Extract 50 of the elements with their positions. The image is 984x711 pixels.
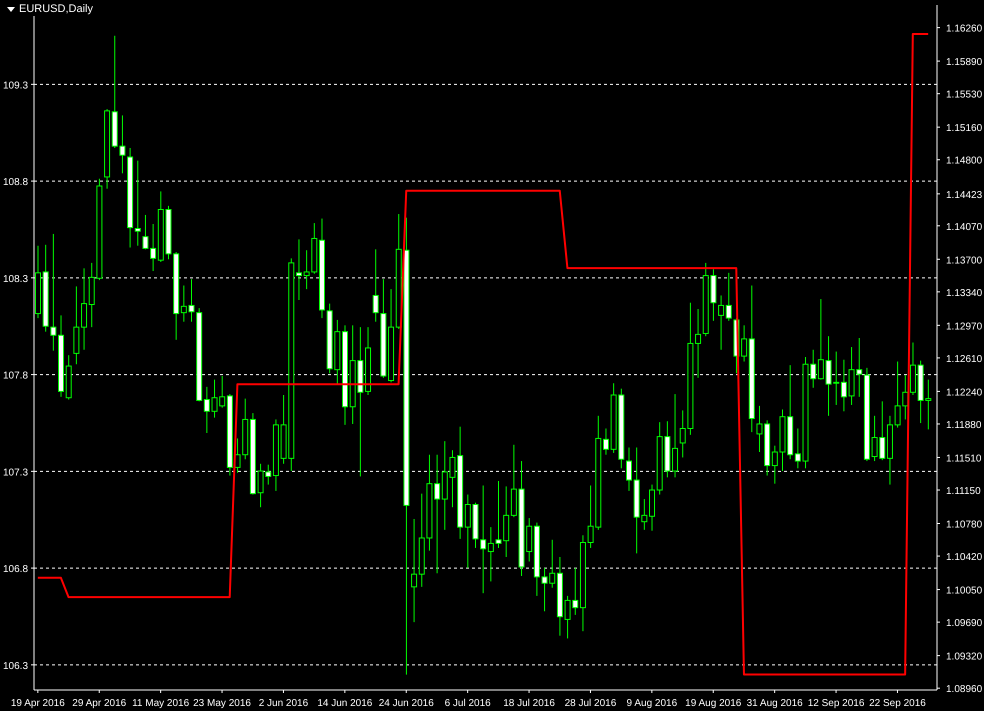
- y-tick-label: 1.09690: [946, 618, 983, 630]
- x-tick-label: 28 Jul 2016: [564, 698, 617, 709]
- y-tick-label: 1.10050: [946, 586, 983, 597]
- x-tick-label: 22 Sep 2016: [869, 698, 926, 709]
- y-tick-label: 1.13700: [946, 255, 983, 266]
- y-tick-label: 1.15890: [946, 57, 983, 68]
- y-tick-label: 1.11150: [946, 486, 982, 498]
- y2-tick-label: 108.8: [3, 177, 28, 188]
- y-tick-label: 1.13340: [946, 288, 983, 299]
- line-series: [36, 33, 930, 676]
- x-tick-label: 29 Apr 2016: [72, 698, 127, 709]
- candlestick: [618, 388, 624, 469]
- x-tick-label: 19 Apr 2016: [10, 698, 66, 709]
- y-tick-label: 1.12240: [946, 387, 983, 398]
- y2-tick-label: 107.3: [3, 467, 28, 478]
- y-tick-label: 1.09320: [946, 652, 983, 663]
- x-tick-label: 14 Jun 2016: [317, 698, 373, 709]
- y-tick-label: 1.14800: [946, 156, 983, 167]
- x-tick-label: 24 Jun 2016: [378, 698, 434, 709]
- y2-tick-label: 106.8: [3, 564, 28, 576]
- x-tick-label: 23 May 2016: [193, 698, 252, 709]
- y-tick-label: 1.11880: [946, 420, 982, 431]
- x-tick-label: 11 May 2016: [132, 698, 190, 709]
- y-tick-label: 1.14070: [946, 222, 983, 233]
- y-tick-label: 1.08960: [946, 684, 983, 696]
- x-tick-label: 6 Jul 2016: [444, 698, 492, 709]
- candlestick: [718, 294, 724, 350]
- y-tick-label: 1.15530: [946, 90, 983, 101]
- y2-tick-label: 108.3: [3, 274, 28, 285]
- y-tick-label: 1.16260: [946, 24, 983, 35]
- x-tick-label: 9 Aug 2016: [626, 698, 678, 709]
- y-tick-label: 1.14423: [946, 190, 983, 201]
- y-tick-label: 1.12610: [946, 354, 983, 365]
- y-tick-label: 1.15160: [946, 123, 983, 134]
- y2-tick-label: 109.3: [3, 80, 28, 92]
- y-tick-label: 1.12970: [946, 321, 983, 332]
- y-tick-label: 1.10420: [946, 552, 983, 564]
- candlestick: [925, 379, 932, 430]
- y2-tick-label: 106.3: [3, 660, 28, 672]
- y-tick-label: 1.11510: [946, 453, 982, 464]
- y2-tick-label: 107.8: [3, 370, 28, 382]
- y-tick-label: 1.10780: [946, 520, 983, 530]
- x-tick-label: 18 Jul 2016: [503, 698, 556, 709]
- candlestick: [680, 410, 686, 458]
- chart-title: EURUSD,Daily: [19, 3, 93, 15]
- x-tick-label: 31 Aug 2016: [746, 698, 804, 709]
- candlestick: [411, 518, 418, 623]
- x-tick-label: 2 Jun 2016: [258, 698, 309, 709]
- x-tick-label: 12 Sep 2016: [808, 698, 865, 709]
- x-tick-label: 19 Aug 2016: [685, 698, 742, 709]
